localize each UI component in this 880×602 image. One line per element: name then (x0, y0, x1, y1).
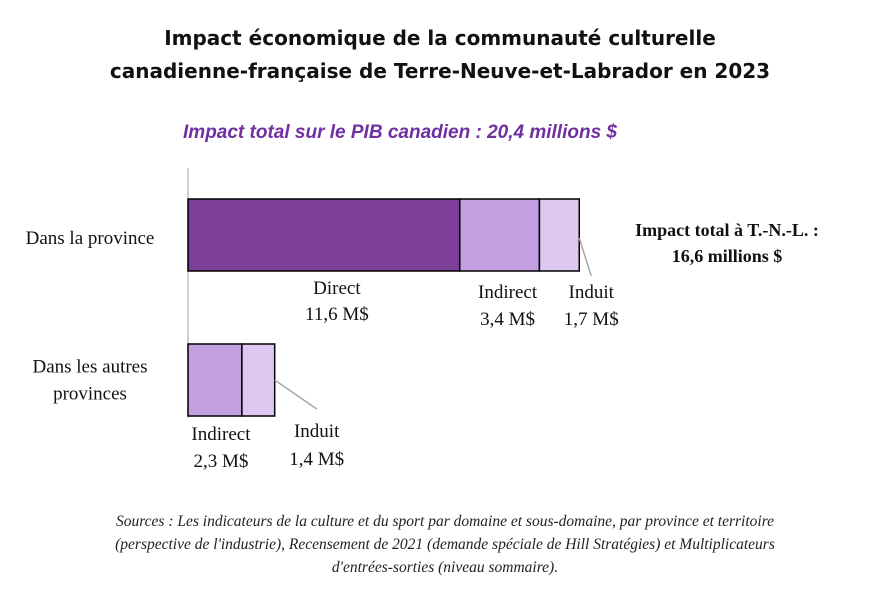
bar-indirect-row-2 (187, 343, 243, 417)
chart-subtitle: Impact total sur le PIB canadien : 20,4 … (183, 122, 617, 143)
chart-title-line-2: canadienne-française de Terre-Neuve-et-L… (109, 59, 771, 83)
total-note-line-1: Impact total à T.-N.-L. : (635, 220, 819, 240)
category-label-2-line-2: provinces (53, 384, 127, 405)
category-label-2-line-1: Dans les autres (32, 357, 147, 378)
label-indirect-name-row-2: Indirect (191, 424, 251, 445)
label-indirect-value-row-2: 2,3 M$ (193, 451, 248, 472)
chart-title-line-1: Impact économique de la communauté cultu… (164, 26, 716, 50)
bar-direct-row-1 (187, 198, 461, 272)
total-note-line-2: 16,6 millions $ (672, 246, 783, 266)
bar-indirect-row-1 (459, 198, 541, 272)
source-line-1: Sources : Les indicateurs de la culture … (115, 513, 775, 530)
bar-induit-row-2 (241, 343, 276, 417)
source-line-2: (perspective de l'industrie), Recensemen… (115, 536, 775, 553)
label-induit-name-row-1: Induit (569, 282, 615, 303)
leader-line-induit-row-1 (578, 237, 592, 277)
category-label-1-line-1: Dans la province (26, 228, 155, 249)
bar-induit-row-1 (538, 198, 581, 272)
label-induit-value-row-1: 1,7 M$ (564, 309, 619, 330)
chart-title: Impact économique de la communauté cultu… (0, 22, 880, 88)
label-indirect-name-row-1: Indirect (478, 282, 538, 303)
label-direct-name-row-1: Direct (313, 278, 361, 299)
leader-line-induit-row-2 (274, 379, 318, 410)
label-direct-value-row-1: 11,6 M$ (305, 304, 369, 325)
label-induit-name-row-2: Induit (294, 421, 340, 442)
label-induit-value-row-2: 1,4 M$ (289, 449, 344, 470)
sources-note: Sources : Les indicateurs de la culture … (30, 510, 860, 579)
label-indirect-value-row-1: 3,4 M$ (480, 309, 535, 330)
source-line-3: d'entrées-sorties (niveau sommaire). (331, 559, 559, 576)
